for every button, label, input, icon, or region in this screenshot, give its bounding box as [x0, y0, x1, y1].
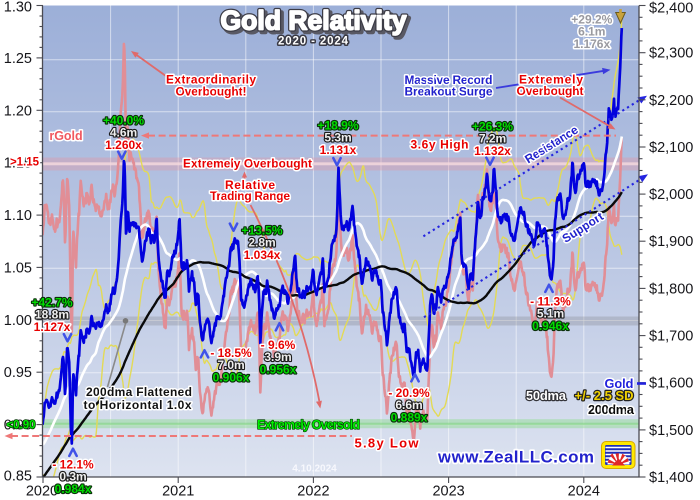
svg-text:7.0m: 7.0m — [217, 358, 244, 372]
svg-text:4.6m: 4.6m — [110, 126, 137, 140]
svg-text:1.00: 1.00 — [4, 313, 32, 329]
svg-text:0.85: 0.85 — [4, 469, 32, 485]
svg-text:0.889x: 0.889x — [391, 410, 428, 424]
svg-text:Overbought!: Overbought! — [176, 85, 247, 99]
svg-text:- 11.3%: - 11.3% — [530, 295, 571, 309]
svg-text:Trading Range: Trading Range — [210, 189, 290, 203]
svg-text:2024: 2024 — [568, 484, 600, 500]
svg-text:Gold: Gold — [605, 376, 634, 391]
svg-text:Gold Relativity: Gold Relativity — [223, 8, 409, 38]
svg-text:$1,500: $1,500 — [649, 423, 693, 439]
svg-text:6.6m: 6.6m — [395, 398, 422, 412]
svg-text:Extremely Oversold: Extremely Oversold — [257, 418, 360, 432]
svg-text:4.10.2024: 4.10.2024 — [292, 464, 337, 475]
svg-text:Gold Relativity: Gold Relativity — [221, 6, 407, 36]
svg-text:200dma Flattened: 200dma Flattened — [86, 385, 192, 399]
svg-text:200dma: 200dma — [588, 402, 635, 417]
svg-text:Relative: Relative — [225, 178, 275, 192]
svg-text:2020: 2020 — [26, 484, 58, 500]
svg-text:$1,400: $1,400 — [649, 470, 693, 486]
svg-text:+13.5%: +13.5% — [241, 224, 282, 238]
svg-text:2023: 2023 — [432, 484, 464, 500]
svg-text:0.984x: 0.984x — [55, 482, 92, 496]
svg-text:7.2m: 7.2m — [479, 132, 506, 146]
svg-text:$2,100: $2,100 — [649, 140, 693, 156]
svg-text:1.176x: 1.176x — [573, 37, 610, 51]
svg-text:1.131x: 1.131x — [320, 143, 357, 157]
svg-text:$2,400: $2,400 — [649, 1, 693, 17]
svg-text:5.8y Low: 5.8y Low — [355, 436, 420, 451]
svg-text:>1.15: >1.15 — [10, 157, 40, 169]
svg-text:1.132x: 1.132x — [474, 144, 511, 158]
svg-text:<0.90: <0.90 — [6, 420, 35, 432]
svg-text:Breakout Surge: Breakout Surge — [405, 85, 493, 99]
svg-text:- 18.5%: - 18.5% — [210, 346, 252, 360]
svg-text:2020 - 2024: 2020 - 2024 — [278, 36, 349, 48]
svg-text:+18.9%: +18.9% — [317, 119, 358, 133]
svg-text:0.3m: 0.3m — [59, 470, 86, 484]
svg-text:1.10: 1.10 — [4, 208, 32, 224]
svg-text:+40.0%: +40.0% — [103, 114, 144, 128]
svg-text:1.127x: 1.127x — [34, 320, 71, 334]
svg-text:$2,200: $2,200 — [649, 93, 693, 109]
svg-text:Extraordinarily: Extraordinarily — [166, 73, 256, 87]
svg-text:5.3m: 5.3m — [324, 131, 351, 145]
svg-text:0.95: 0.95 — [4, 365, 32, 381]
svg-text:0.906x: 0.906x — [213, 370, 250, 384]
svg-text:0.90: 0.90 — [4, 418, 32, 434]
svg-text:Overbought: Overbought — [517, 84, 584, 98]
svg-text:$2,300: $2,300 — [649, 46, 693, 62]
svg-text:1.15: 1.15 — [4, 156, 32, 172]
svg-text:- 20.9%: - 20.9% — [388, 386, 430, 400]
svg-text:3.6y High: 3.6y High — [411, 138, 469, 152]
svg-text:1.034x: 1.034x — [244, 248, 281, 262]
svg-text:rGold: rGold — [49, 129, 82, 143]
svg-text:50dma: 50dma — [526, 388, 567, 403]
svg-text:1.05: 1.05 — [4, 260, 32, 276]
svg-text:+42.7%: +42.7% — [31, 296, 72, 310]
svg-text:Extremely: Extremely — [519, 73, 583, 87]
svg-text:$1,900: $1,900 — [649, 234, 693, 250]
svg-text:2.8m: 2.8m — [248, 236, 275, 250]
svg-text:- 12.1%: - 12.1% — [52, 458, 94, 472]
svg-text:1.25: 1.25 — [4, 51, 32, 67]
svg-text:www.ZealLLC.com: www.ZealLLC.com — [437, 448, 594, 467]
svg-text:2021: 2021 — [162, 484, 194, 500]
svg-text:+29.2%: +29.2% — [571, 13, 612, 27]
svg-text:1.260x: 1.260x — [105, 138, 142, 152]
svg-text:1.30: 1.30 — [4, 0, 32, 16]
svg-text:5.1m: 5.1m — [537, 307, 564, 321]
svg-text:18.8m: 18.8m — [35, 308, 69, 322]
svg-text:Extremely Overbought: Extremely Overbought — [183, 157, 312, 171]
svg-text:$1,800: $1,800 — [649, 281, 693, 297]
svg-text:- 9.6%: - 9.6% — [261, 338, 296, 352]
svg-text:3.9m: 3.9m — [264, 350, 291, 364]
svg-text:+26.3%: +26.3% — [472, 120, 513, 134]
svg-text:Massive Record: Massive Record — [405, 73, 493, 87]
svg-text:0.946x: 0.946x — [532, 319, 569, 333]
svg-text:$1,600: $1,600 — [649, 376, 693, 392]
svg-text:6.1m: 6.1m — [578, 25, 605, 39]
svg-text:2022: 2022 — [297, 484, 329, 500]
svg-text:to Horizontal 1.0x: to Horizontal 1.0x — [84, 398, 192, 412]
svg-text:0.956x: 0.956x — [260, 362, 297, 376]
svg-text:$1,700: $1,700 — [649, 329, 693, 345]
svg-text:+/- 2.5 SD: +/- 2.5 SD — [575, 388, 634, 403]
svg-text:$2,000: $2,000 — [649, 187, 693, 203]
svg-text:1.20: 1.20 — [4, 103, 32, 119]
svg-text:Gold Relativity: Gold Relativity — [221, 6, 407, 36]
